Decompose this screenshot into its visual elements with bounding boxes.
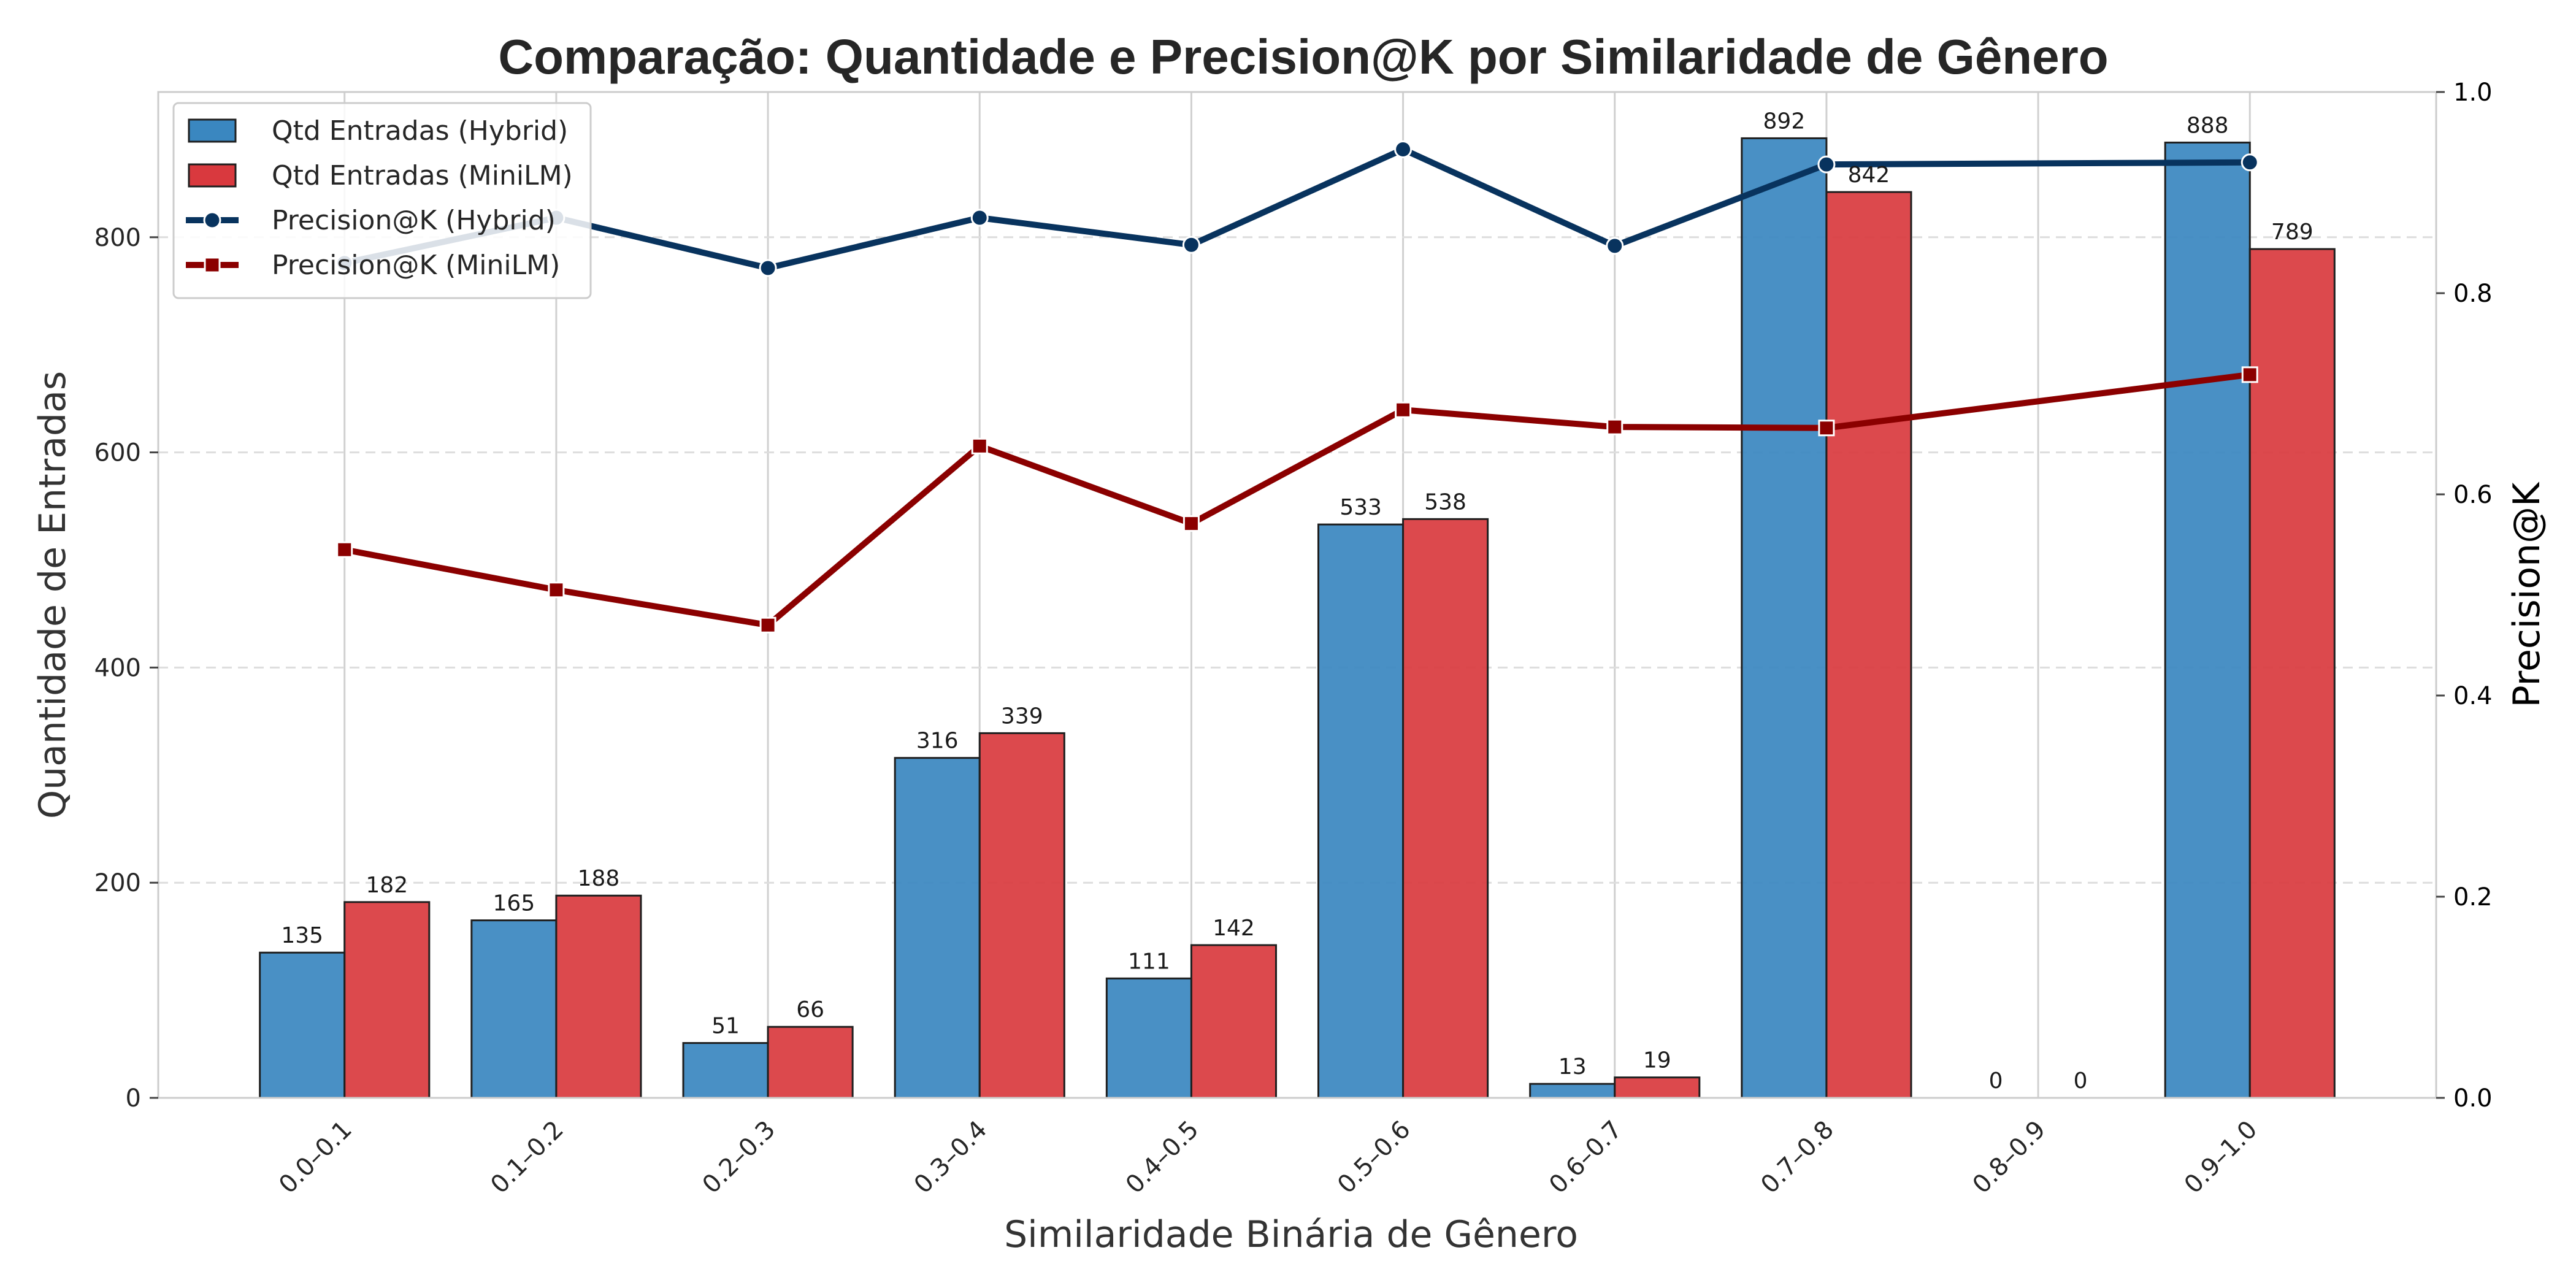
y-axis-title: Quantidade de Entradas <box>31 371 74 819</box>
bar-minilm <box>1402 518 1489 1099</box>
bar-label-minilm: 142 <box>1213 916 1255 941</box>
x-tick-label: 0.4–0.5 <box>1121 1116 1205 1200</box>
x-tick-label: 0.9–1.0 <box>2179 1116 2263 1200</box>
bar-label-hybrid: 0 <box>1989 1068 2003 1094</box>
y-tick-label: 400 <box>94 654 141 682</box>
bar-minilm <box>1825 191 1912 1099</box>
bar-label-hybrid: 533 <box>1340 495 1382 520</box>
x-tick-label: 0.0–0.1 <box>274 1116 358 1200</box>
bars-layer <box>259 137 2336 1099</box>
precision-point-minilm <box>1818 420 1835 437</box>
x-tick-label: 0.6–0.7 <box>1544 1116 1628 1200</box>
bar-label-hybrid: 135 <box>281 923 323 948</box>
x-axis-title: Similaridade Binária de Gênero <box>1004 1213 1578 1256</box>
x-tick-label: 0.1–0.2 <box>485 1116 569 1200</box>
bar-label-hybrid: 13 <box>1558 1054 1587 1079</box>
bar-hybrid <box>470 919 558 1099</box>
legend-label: Precision@K (MiniLM) <box>272 250 560 281</box>
y-tick-label: 200 <box>94 869 141 897</box>
legend-label: Precision@K (Hybrid) <box>272 205 556 236</box>
bar-label-minilm: 182 <box>366 873 408 898</box>
bar-minilm <box>1614 1076 1701 1099</box>
plot-area-frame <box>157 91 2437 1099</box>
x-tick-label: 0.8–0.9 <box>1968 1116 2052 1200</box>
x-tick-label: 0.7–0.8 <box>1755 1116 1839 1200</box>
chart-title: Comparação: Quantidade e Precision@K por… <box>498 29 2108 84</box>
bar-label-minilm: 842 <box>1848 163 1890 188</box>
bar-label-minilm: 538 <box>1424 489 1466 515</box>
precision-line-hybrid <box>341 146 2253 271</box>
bar-minilm <box>767 1025 854 1099</box>
y2-tick-label: 0.2 <box>2453 883 2493 911</box>
legend-marker-circle <box>203 211 221 229</box>
precision-point-minilm <box>971 437 988 454</box>
bar-value-labels: 135 165 51 316 111 533 13 892 0 888 182 188 66 339 142… <box>281 109 2313 1094</box>
precision-point-minilm <box>759 616 776 634</box>
legend-label: Qtd Entradas (Hybrid) <box>272 115 568 147</box>
x-tick-label: 0.5–0.6 <box>1332 1116 1416 1200</box>
precision-point-hybrid <box>970 209 989 227</box>
bar-label-minilm: 339 <box>1001 703 1043 729</box>
y2-tick-label: 0.8 <box>2453 280 2493 308</box>
legend-box <box>172 102 592 299</box>
bar-minilm <box>555 894 642 1099</box>
legend-swatch-bar <box>188 118 237 143</box>
legend-label: Qtd Entradas (MiniLM) <box>272 160 573 191</box>
bar-hybrid <box>1529 1083 1616 1099</box>
lines-layer <box>335 140 2259 634</box>
precision-point-minilm <box>548 581 565 599</box>
precision-point-hybrid <box>1817 155 1836 174</box>
bar-label-hybrid: 316 <box>916 729 959 754</box>
legend-marker-square <box>204 256 221 274</box>
x-tick-label: 0.2–0.3 <box>697 1116 781 1200</box>
y-tick-label: 800 <box>94 224 141 252</box>
y-tick-label: 0 <box>126 1084 141 1113</box>
bar-hybrid <box>894 757 981 1099</box>
bar-hybrid <box>1741 137 1828 1099</box>
bar-hybrid <box>1105 977 1192 1099</box>
bar-hybrid <box>682 1042 769 1099</box>
bar-label-hybrid: 892 <box>1763 109 1806 134</box>
bar-minilm <box>343 901 431 1099</box>
bar-label-hybrid: 888 <box>2187 113 2229 138</box>
legend-swatch-bar <box>188 163 237 188</box>
precision-point-hybrid <box>759 259 777 277</box>
bar-label-hybrid: 165 <box>493 891 535 916</box>
bar-minilm <box>1190 944 1277 1099</box>
y2-axis-title: Precision@K <box>2505 481 2548 708</box>
bar-label-minilm: 66 <box>796 997 824 1022</box>
bar-hybrid <box>2164 141 2251 1099</box>
bar-label-minilm: 188 <box>578 866 620 891</box>
y-tick-label: 600 <box>94 439 141 467</box>
precision-point-hybrid <box>1606 237 1624 255</box>
y2-tick-label: 0.0 <box>2453 1084 2493 1113</box>
bar-label-hybrid: 51 <box>711 1014 740 1039</box>
precision-line-minilm <box>341 371 2253 629</box>
precision-point-minilm <box>336 541 353 558</box>
precision-point-hybrid <box>1182 236 1200 254</box>
bar-label-hybrid: 111 <box>1128 949 1170 974</box>
bar-hybrid <box>259 951 346 1099</box>
y2-tick-label: 1.0 <box>2453 79 2493 107</box>
precision-point-minilm <box>1606 418 1623 435</box>
precision-point-hybrid <box>2241 153 2259 172</box>
bar-label-minilm: 19 <box>1643 1048 1671 1073</box>
bar-label-minilm: 0 <box>2074 1068 2088 1094</box>
bar-hybrid <box>1317 523 1405 1099</box>
y2-tick-label: 0.6 <box>2453 481 2493 509</box>
y2-tick-label: 0.4 <box>2453 682 2493 710</box>
legend: Qtd Entradas (Hybrid) Qtd Entradas (MiniL… <box>172 102 592 299</box>
bar-minilm <box>2248 248 2336 1099</box>
precision-point-minilm <box>1183 515 1200 532</box>
precision-point-minilm <box>2241 366 2258 383</box>
precision-point-hybrid <box>1394 140 1413 158</box>
bar-minilm <box>978 732 1065 1099</box>
bar-label-minilm: 789 <box>2271 220 2313 245</box>
x-tick-label: 0.3–0.4 <box>909 1116 993 1200</box>
precision-point-minilm <box>1395 401 1412 418</box>
